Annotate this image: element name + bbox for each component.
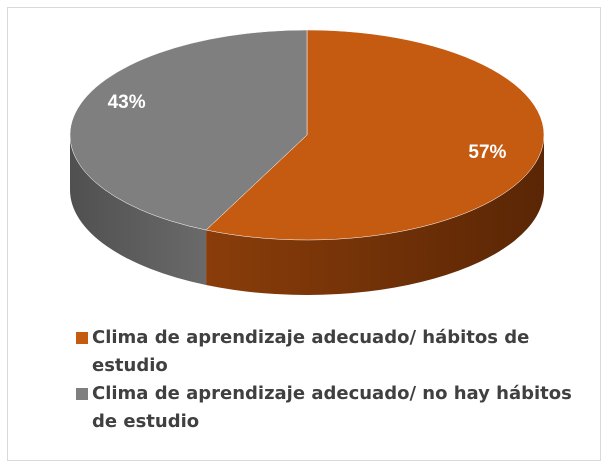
legend-item: Clima de aprendizaje adecuado/ hábitos d… <box>76 324 576 380</box>
legend-label: Clima de aprendizaje adecuado/ no hay há… <box>92 383 572 432</box>
value-label: 57% <box>468 142 506 163</box>
slice <box>205 29 545 241</box>
legend-swatch <box>76 332 88 344</box>
slice-side <box>70 135 207 286</box>
value-label: 43% <box>108 92 146 113</box>
legend-swatch <box>76 388 88 400</box>
legend-item: Clima de aprendizaje adecuado/ no hay há… <box>76 380 576 436</box>
slice <box>69 29 308 231</box>
slice-side <box>206 135 544 296</box>
legend: Clima de aprendizaje adecuado/ hábitos d… <box>76 324 576 436</box>
legend-label: Clima de aprendizaje adecuado/ hábitos d… <box>92 327 530 376</box>
